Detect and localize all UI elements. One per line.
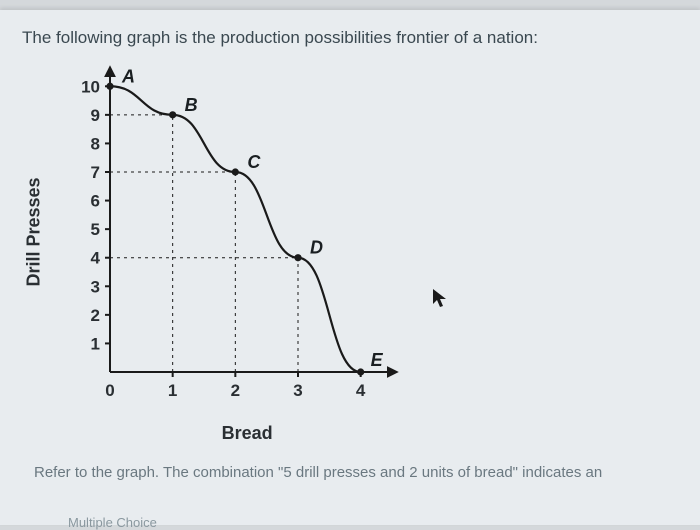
x-axis-label: Bread — [222, 423, 273, 444]
svg-text:6: 6 — [91, 192, 100, 211]
chart-svg: 1 2 3 4 5 6 7 8 9 10 0 1 2 3 4 A B C D E — [62, 62, 422, 402]
svg-text:1: 1 — [91, 334, 100, 353]
svg-text:10: 10 — [81, 77, 100, 96]
svg-text:D: D — [310, 238, 323, 258]
y-axis-label: Drill Presses — [24, 177, 45, 286]
svg-text:9: 9 — [91, 106, 100, 125]
svg-text:2: 2 — [231, 381, 240, 400]
svg-text:4: 4 — [356, 381, 366, 400]
svg-text:0: 0 — [105, 381, 114, 400]
svg-text:3: 3 — [91, 277, 100, 296]
svg-text:1: 1 — [168, 381, 177, 400]
question-prompt: Refer to the graph. The combination "5 d… — [34, 464, 678, 481]
question-title: The following graph is the production po… — [22, 28, 678, 48]
svg-text:5: 5 — [91, 220, 100, 239]
cursor-icon — [432, 288, 448, 313]
svg-text:3: 3 — [293, 381, 302, 400]
ppf-chart: Drill Presses 1234567891001234ABCDE Brea… — [62, 62, 422, 402]
svg-text:C: C — [247, 152, 261, 172]
svg-text:B: B — [185, 95, 198, 115]
svg-text:7: 7 — [91, 163, 100, 182]
svg-text:2: 2 — [91, 306, 100, 325]
svg-text:A: A — [121, 66, 135, 86]
svg-text:8: 8 — [91, 134, 100, 153]
multiple-choice-label: Multiple Choice — [68, 515, 678, 530]
svg-text:E: E — [371, 350, 384, 370]
question-card: The following graph is the production po… — [0, 10, 700, 525]
svg-text:4: 4 — [91, 249, 101, 268]
